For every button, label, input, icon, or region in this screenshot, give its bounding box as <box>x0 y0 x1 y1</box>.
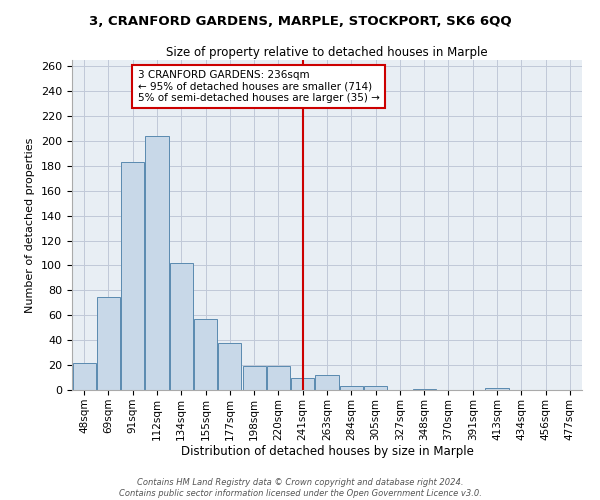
Text: Contains HM Land Registry data © Crown copyright and database right 2024.
Contai: Contains HM Land Registry data © Crown c… <box>119 478 481 498</box>
Bar <box>267 366 290 390</box>
Bar <box>291 378 314 390</box>
Bar <box>73 362 95 390</box>
X-axis label: Distribution of detached houses by size in Marple: Distribution of detached houses by size … <box>181 446 473 458</box>
Bar <box>413 389 436 390</box>
Y-axis label: Number of detached properties: Number of detached properties <box>25 138 35 312</box>
Title: Size of property relative to detached houses in Marple: Size of property relative to detached ho… <box>166 46 488 59</box>
Bar <box>145 136 169 390</box>
Bar <box>485 388 509 390</box>
Bar <box>364 386 387 390</box>
Bar <box>170 263 193 390</box>
Text: 3 CRANFORD GARDENS: 236sqm
← 95% of detached houses are smaller (714)
5% of semi: 3 CRANFORD GARDENS: 236sqm ← 95% of deta… <box>137 70 379 103</box>
Bar <box>97 296 120 390</box>
Bar <box>340 386 363 390</box>
Bar <box>316 375 338 390</box>
Text: 3, CRANFORD GARDENS, MARPLE, STOCKPORT, SK6 6QQ: 3, CRANFORD GARDENS, MARPLE, STOCKPORT, … <box>89 15 511 28</box>
Bar <box>194 319 217 390</box>
Bar <box>242 366 266 390</box>
Bar <box>121 162 144 390</box>
Bar <box>218 342 241 390</box>
